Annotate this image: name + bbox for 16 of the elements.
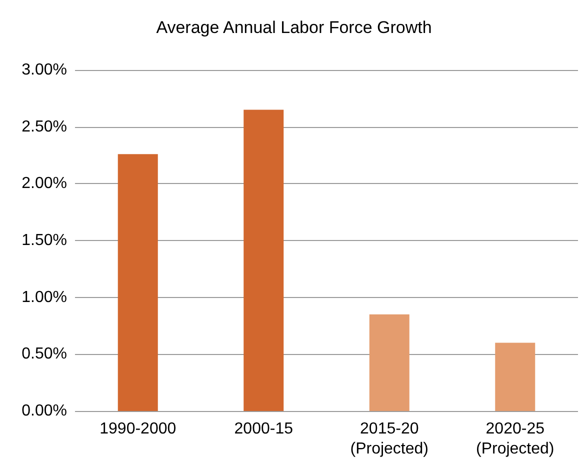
y-tick-label: 2.00% (22, 175, 67, 192)
y-tick-label: 2.50% (22, 118, 67, 136)
x-tick-label: 2020-25 (Projected) (476, 420, 554, 458)
bar (495, 342, 536, 411)
x-tick-label: 1990-2000 (100, 420, 176, 438)
chart-title: Average Annual Labor Force Growth (156, 18, 432, 37)
y-tick-label: 1.00% (22, 288, 67, 306)
y-tick-label: 1.50% (22, 232, 67, 249)
x-tick-label: 2000-15 (234, 420, 294, 438)
x-tick-label: 2015-20 (Projected) (350, 420, 428, 458)
y-tick-label: 0.00% (22, 402, 67, 420)
bar (369, 314, 410, 411)
y-tick-label: 3.00% (22, 62, 67, 78)
bar (118, 154, 158, 411)
bar (244, 110, 284, 411)
y-tick-label: 0.50% (22, 346, 67, 363)
